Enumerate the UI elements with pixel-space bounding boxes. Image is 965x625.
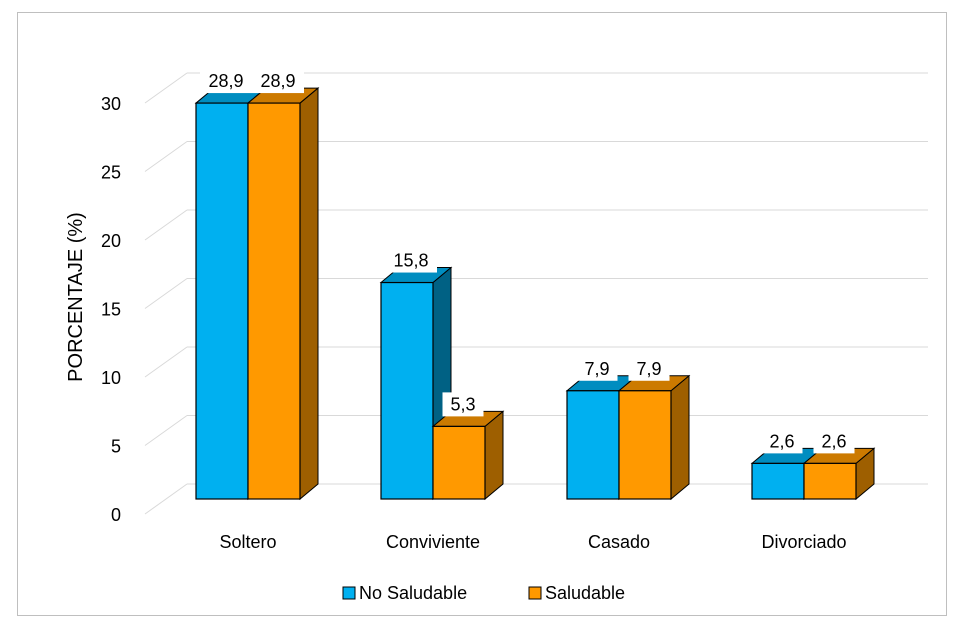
x-tick-label: Divorciado	[761, 532, 846, 552]
chart-frame	[17, 12, 947, 616]
data-label-bg	[813, 429, 855, 454]
gridline-diagonal	[144, 483, 188, 515]
gridline-diagonal	[144, 141, 188, 172]
y-axis-title: PORCENTAJE (%)	[65, 212, 87, 382]
data-label-bg	[761, 429, 803, 454]
legend-label: Saludable	[545, 583, 625, 603]
x-tick-label: Soltero	[219, 532, 276, 552]
y-tick-label: 20	[101, 231, 121, 251]
legend-swatch	[342, 586, 356, 600]
legend: No Saludable Saludable	[342, 583, 625, 603]
y-tick-label: 30	[101, 94, 121, 114]
y-tick-label: 15	[101, 300, 121, 320]
legend-item: No Saludable	[342, 583, 467, 603]
y-tick-label: 5	[111, 437, 121, 457]
legend-item: Saludable	[528, 583, 625, 603]
data-label: 15,8	[393, 251, 428, 271]
gridline-diagonal	[144, 209, 188, 241]
data-label-bg	[200, 69, 252, 94]
data-label-bg	[385, 248, 437, 273]
gridline-diagonal	[144, 415, 188, 446]
data-label-bg	[576, 356, 618, 381]
gridline-diagonal	[144, 72, 188, 104]
data-label: 2,6	[821, 431, 846, 451]
data-label: 2,6	[769, 431, 794, 451]
bar	[246, 87, 320, 501]
x-tick-label: Casado	[588, 532, 650, 552]
x-tick-label: Conviviente	[386, 532, 480, 552]
legend-label: No Saludable	[359, 583, 467, 603]
y-tick-label: 0	[111, 505, 121, 525]
data-label: 28,9	[260, 71, 295, 91]
bar	[802, 447, 876, 501]
data-label: 28,9	[208, 71, 243, 91]
y-tick-label: 10	[101, 368, 121, 388]
data-label-bg	[252, 69, 304, 94]
gridline-diagonal	[144, 346, 188, 378]
bar	[379, 266, 453, 501]
data-label: 5,3	[450, 394, 475, 414]
legend-swatch	[528, 586, 542, 600]
data-label-bg	[628, 356, 670, 381]
gridline-diagonal	[144, 278, 188, 309]
bars	[194, 87, 876, 501]
data-label: 7,9	[636, 359, 661, 379]
y-tick-label: 25	[101, 163, 121, 183]
axes: 0 5 10 15 20 25 30 Soltero Conviviente Casado Divo…	[101, 94, 847, 552]
bar	[431, 410, 505, 501]
data-label-bg	[442, 392, 484, 417]
data-labels: 28,9 28,9 15,8 5,3 7,9 7,9 2,6 2,6	[200, 69, 855, 454]
data-label: 7,9	[584, 359, 609, 379]
bar	[617, 374, 691, 501]
